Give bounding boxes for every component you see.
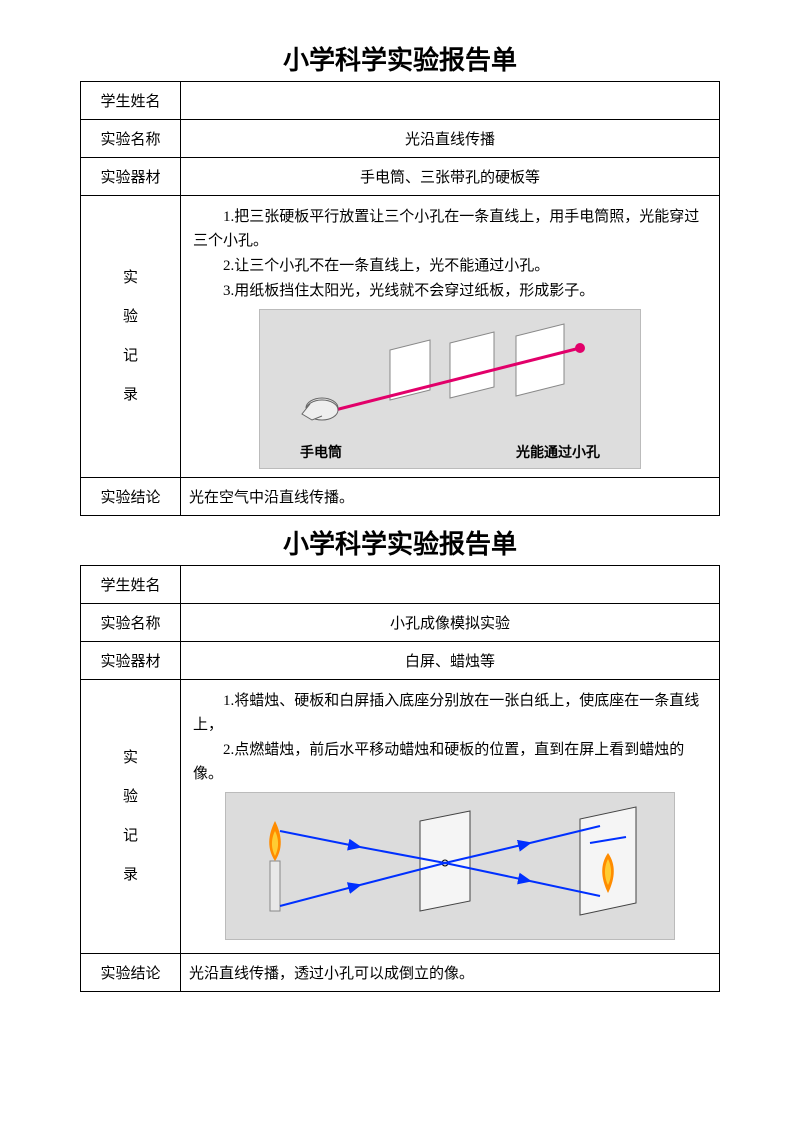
r2-expname-label: 实验名称: [81, 604, 181, 642]
r1-expname-value: 光沿直线传播: [181, 120, 720, 158]
r2-student-label: 学生姓名: [81, 566, 181, 604]
r2-equip-value: 白屏、蜡烛等: [181, 642, 720, 680]
report2-table: 学生姓名 实验名称 小孔成像模拟实验 实验器材 白屏、蜡烛等 实 验 记 录 1…: [80, 565, 720, 992]
r1-rec-char: 验: [123, 309, 138, 325]
report2-title: 小学科学实验报告单: [80, 524, 720, 561]
r1-step: 3.用纸板挡住太阳光，光线就不会穿过纸板，形成影子。: [193, 279, 707, 303]
r1-equip-value: 手电筒、三张带孔的硬板等: [181, 158, 720, 196]
r2-step: 1.将蜡烛、硬板和白屏插入底座分别放在一张白纸上，使底座在一条直线上，: [193, 689, 707, 737]
r1-record-label: 实 验 记 录: [81, 196, 181, 478]
r1-rec-char: 记: [123, 348, 138, 364]
r2-rec-char: 录: [123, 867, 138, 883]
r1-equip-label: 实验器材: [81, 158, 181, 196]
r1-step: 1.把三张硬板平行放置让三个小孔在一条直线上，用手电筒照，光能穿过三个小孔。: [193, 205, 707, 253]
r2-equip-label: 实验器材: [81, 642, 181, 680]
pinhole-diagram-icon: [240, 801, 660, 931]
r2-rec-char: 验: [123, 789, 138, 805]
report1-table: 学生姓名 实验名称 光沿直线传播 实验器材 手电筒、三张带孔的硬板等 实 验 记…: [80, 81, 720, 516]
r2-diagram: [187, 792, 713, 945]
r2-student-value: [181, 566, 720, 604]
r1-step: 2.让三个小孔不在一条直线上，光不能通过小孔。: [193, 254, 707, 278]
r1-rec-char: 录: [123, 387, 138, 403]
r1-expname-label: 实验名称: [81, 120, 181, 158]
r1-record-cell: 1.把三张硬板平行放置让三个小孔在一条直线上，用手电筒照，光能穿过三个小孔。 2…: [181, 196, 720, 478]
r2-step: 2.点燃蜡烛，前后水平移动蜡烛和硬板的位置，直到在屏上看到蜡烛的像。: [193, 738, 707, 786]
r1-concl-label: 实验结论: [81, 478, 181, 516]
r1-diag-left-label: 手电筒: [300, 442, 342, 462]
r2-rec-char: 记: [123, 828, 138, 844]
r2-record-cell: 1.将蜡烛、硬板和白屏插入底座分别放在一张白纸上，使底座在一条直线上， 2.点燃…: [181, 680, 720, 954]
r2-concl-label: 实验结论: [81, 954, 181, 992]
r2-steps: 1.将蜡烛、硬板和白屏插入底座分别放在一张白纸上，使底座在一条直线上， 2.点燃…: [193, 689, 707, 786]
light-line-diagram-icon: [280, 320, 620, 440]
r2-expname-value: 小孔成像模拟实验: [181, 604, 720, 642]
r1-diagram: 手电筒 光能通过小孔: [187, 309, 713, 469]
r1-diag-right-label: 光能通过小孔: [516, 442, 600, 462]
r1-concl-value: 光在空气中沿直线传播。: [181, 478, 720, 516]
r1-steps: 1.把三张硬板平行放置让三个小孔在一条直线上，用手电筒照，光能穿过三个小孔。 2…: [193, 205, 707, 303]
r2-rec-char: 实: [123, 750, 138, 766]
r2-concl-value: 光沿直线传播，透过小孔可以成倒立的像。: [181, 954, 720, 992]
r1-rec-char: 实: [123, 270, 138, 286]
r1-student-value: [181, 82, 720, 120]
r1-student-label: 学生姓名: [81, 82, 181, 120]
report1-title: 小学科学实验报告单: [80, 40, 720, 77]
r2-record-label: 实 验 记 录: [81, 680, 181, 954]
